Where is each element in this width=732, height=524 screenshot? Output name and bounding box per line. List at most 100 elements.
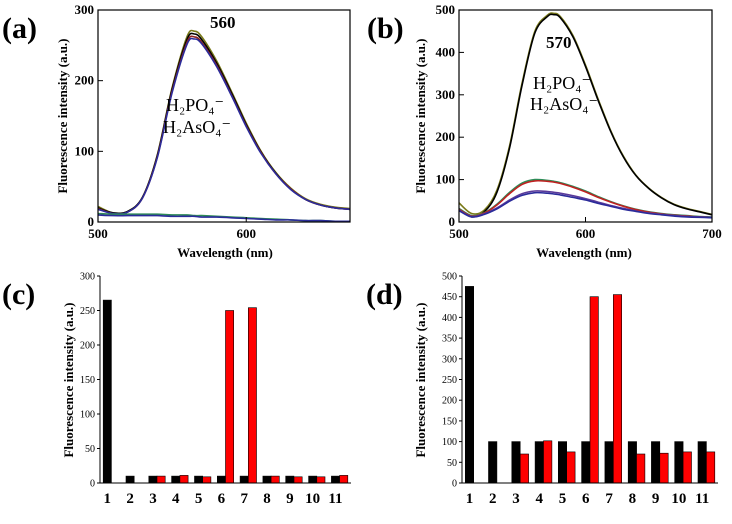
panel-c-bar-10-series-2 (316, 476, 326, 484)
panel-c-bar-7-series-1 (239, 475, 249, 484)
panel-c-category-label: 8 (263, 491, 271, 507)
panel-d-bar-3-series-1 (511, 441, 521, 484)
panel-c-bar-9-series-1 (285, 475, 295, 484)
panel-b-series-2-line (458, 13, 713, 218)
panel-c-bar-5-series-1 (194, 475, 203, 484)
panel-c-category-label: 11 (328, 491, 342, 507)
panel-c-bar-8-series-2 (270, 475, 280, 484)
panel-d-y-tick-label: 150 (442, 416, 457, 427)
plot-area-d: 1 2 3 4 5 6 7 8 9 10 11 0 50 100 150 200 250 300 350 400 450… (442, 272, 718, 507)
panel-d-bar-5-series-2 (566, 451, 576, 484)
panel-a-annotation-line-1: H₂PO₄⁻ (166, 95, 224, 115)
panel-d-bar-9-series-2 (659, 452, 669, 484)
panel-b: (b) 500 600 700 0 100 200 300 400 500 570 H₂PO₄⁻… (367, 2, 722, 260)
panel-d-y-tick-label: 50 (447, 458, 457, 469)
plot-area-c: 1 2 3 4 5 6 7 8 9 10 11 0 50 100 150 200 250 300 (80, 272, 351, 507)
panel-c-category-label: 7 (240, 491, 248, 507)
panel-c-bar-2-series-1 (125, 475, 135, 484)
panel-d-bar-7-series-2 (612, 294, 622, 484)
panel-d-bar-9-series-1 (651, 441, 661, 484)
panel-c-category-label: 5 (195, 491, 203, 507)
panel-c-y-tick-label: 300 (80, 272, 95, 283)
panel-d: (d) 1 2 3 4 5 6 7 8 9 10 11 0 50 100 150 200 250 300 350 40… (366, 272, 718, 507)
panel-c-bar-1-series-1 (102, 299, 112, 484)
panel-c-bar-3-series-1 (148, 475, 158, 484)
panel-d-y-tick-label: 500 (442, 272, 457, 283)
panel-b-x-tick-label: 500 (449, 226, 469, 241)
panel-c-y-tick-label: 50 (85, 444, 95, 455)
panel-d-y-tick-label: 400 (442, 313, 457, 324)
panel-c-bar-6-series-2 (225, 310, 234, 484)
panel-a-peak-label: 560 (210, 13, 236, 32)
panel-c-bar-7-series-2 (248, 307, 257, 484)
panel-d-y-tick-label: 100 (442, 437, 457, 448)
panel-d-bar-4-series-2 (543, 440, 553, 484)
panel-b-peak-label: 570 (546, 33, 572, 52)
panel-a-annotation-line-2: H₂AsO₄⁻ (163, 117, 231, 137)
plot-area-a: 500 600 0 100 200 300 (75, 2, 351, 241)
panel-b-x-axis-label: Wavelength (nm) (536, 245, 632, 260)
panel-a-y-tick-label: 200 (75, 73, 95, 88)
panel-c-bar-10-series-1 (308, 475, 318, 484)
panel-d-y-tick-label: 200 (442, 396, 457, 407)
panel-a-x-tick-label: 500 (88, 226, 108, 241)
panel-d-category-label: 1 (466, 491, 474, 507)
panel-d-category-label: 8 (629, 491, 637, 507)
panel-b-y-tick-label: 300 (436, 87, 456, 102)
panel-b-label: (b) (367, 12, 404, 45)
panel-c-y-tick-label: 100 (80, 410, 95, 421)
panel-d-category-label: 5 (559, 491, 567, 507)
panel-c: (c) 1 2 3 4 5 6 7 8 9 10 11 0 50 100 150 200 250 300 Fluo… (2, 272, 351, 507)
panel-d-bar-1-series-1 (464, 286, 474, 484)
panel-c-category-label: 4 (172, 491, 180, 507)
panel-d-category-label: 2 (489, 491, 497, 507)
panel-d-category-label: 10 (671, 491, 686, 507)
panel-a-plot-frame (97, 9, 351, 223)
panel-b-x-tick-label: 700 (702, 226, 722, 241)
panel-c-bar-11-series-2 (339, 475, 349, 484)
panel-c-y-tick-label: 250 (80, 306, 95, 317)
panel-c-bar-3-series-2 (156, 475, 166, 484)
panel-c-bar-4-series-2 (179, 475, 189, 484)
panel-c-category-label: 3 (149, 491, 157, 507)
panel-c-label: (c) (2, 278, 35, 311)
panel-a-y-tick-label: 0 (88, 214, 95, 229)
panel-d-y-tick-label: 300 (442, 354, 457, 365)
panel-d-y-tick-label: 350 (442, 334, 457, 345)
panel-d-category-label: 4 (536, 491, 544, 507)
panel-c-y-tick-label: 0 (90, 479, 95, 490)
panel-d-category-label: 11 (695, 491, 709, 507)
panel-a-y-axis-label: Fluorescence intensity (a.u.) (55, 38, 70, 193)
panel-a-y-tick-label: 300 (75, 2, 95, 17)
panel-a-series-4-line (97, 37, 351, 215)
panel-d-bar-7-series-1 (604, 441, 614, 484)
panel-c-category-label: 1 (104, 491, 112, 507)
panel-b-annotation-line-2: H₂AsO₄⁻ (530, 94, 598, 114)
panel-c-category-label: 10 (305, 491, 320, 507)
panel-d-category-label: 9 (652, 491, 660, 507)
panel-d-bar-6-series-2 (589, 296, 599, 484)
panel-c-bar-5-series-2 (202, 476, 212, 484)
panel-c-category-label: 9 (286, 491, 294, 507)
panel-c-y-tick-label: 200 (80, 341, 95, 352)
panel-d-category-label: 7 (605, 491, 613, 507)
panel-d-category-label: 3 (512, 491, 520, 507)
panel-d-y-tick-label: 0 (452, 479, 457, 490)
panel-d-y-tick-label: 250 (442, 375, 457, 386)
panel-b-x-tick-label: 600 (576, 226, 596, 241)
panel-c-bar-4-series-1 (171, 475, 181, 484)
panel-c-bar-8-series-1 (262, 475, 272, 484)
panel-c-category-label: 6 (218, 491, 226, 507)
panel-d-label: (d) (366, 278, 403, 311)
panel-a-x-tick-label: 600 (236, 226, 256, 241)
panel-b-y-tick-label: 0 (449, 214, 456, 229)
panel-c-bar-11-series-1 (331, 475, 340, 484)
panel-c-bar-6-series-1 (217, 475, 226, 484)
panel-b-y-axis-label: Fluorescence intensity (a.u.) (413, 38, 428, 193)
panel-d-bar-8-series-1 (627, 441, 637, 484)
panel-d-bar-10-series-2 (682, 451, 692, 484)
panel-d-bar-11-series-2 (706, 451, 716, 484)
panel-d-bar-10-series-1 (674, 441, 684, 484)
